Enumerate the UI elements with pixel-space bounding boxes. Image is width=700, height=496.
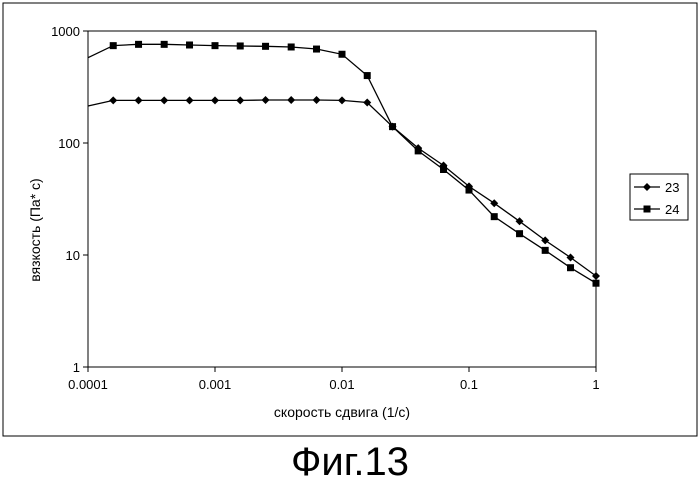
x-tick-label: 0.0001	[68, 377, 108, 392]
y-axis-label: вязкость (Па* с)	[27, 178, 43, 281]
y-tick-label: 10	[66, 248, 80, 263]
data-point-24	[110, 42, 117, 49]
data-point-24	[161, 41, 168, 48]
x-tick-label: 0.01	[329, 377, 354, 392]
data-point-24	[339, 51, 346, 58]
data-point-24	[364, 72, 371, 79]
legend-label-24: 24	[665, 202, 679, 217]
x-axis-label: скорость сдвига (1/с)	[274, 404, 410, 420]
legend-marker-24	[644, 206, 651, 213]
data-point-24	[237, 42, 244, 49]
data-point-24	[593, 280, 600, 287]
figure-caption: Фиг.13	[0, 440, 700, 485]
y-tick-label: 1	[73, 360, 80, 375]
data-point-24	[542, 247, 549, 254]
y-tick-label: 100	[58, 136, 80, 151]
x-tick-label: 1	[592, 377, 599, 392]
data-point-24	[212, 42, 219, 49]
x-tick-label: 0.001	[199, 377, 232, 392]
data-point-24	[262, 43, 269, 50]
data-point-24	[389, 123, 396, 130]
data-point-24	[313, 46, 320, 53]
legend-label-23: 23	[665, 180, 679, 195]
data-point-24	[186, 41, 193, 48]
data-point-24	[440, 166, 447, 173]
data-point-24	[466, 187, 473, 194]
plot-area	[88, 31, 596, 367]
legend: 2324	[630, 174, 688, 220]
x-tick-label: 0.1	[460, 377, 478, 392]
data-point-24	[288, 43, 295, 50]
chart-figure: 0.0001 0.001 0.01 0.1 1 1 10 100 1000 скорость …	[0, 0, 700, 440]
data-point-24	[567, 264, 574, 271]
data-point-24	[516, 230, 523, 237]
data-point-24	[415, 147, 422, 154]
data-point-24	[491, 213, 498, 220]
data-point-24	[135, 41, 142, 48]
y-tick-label: 1000	[51, 24, 80, 39]
